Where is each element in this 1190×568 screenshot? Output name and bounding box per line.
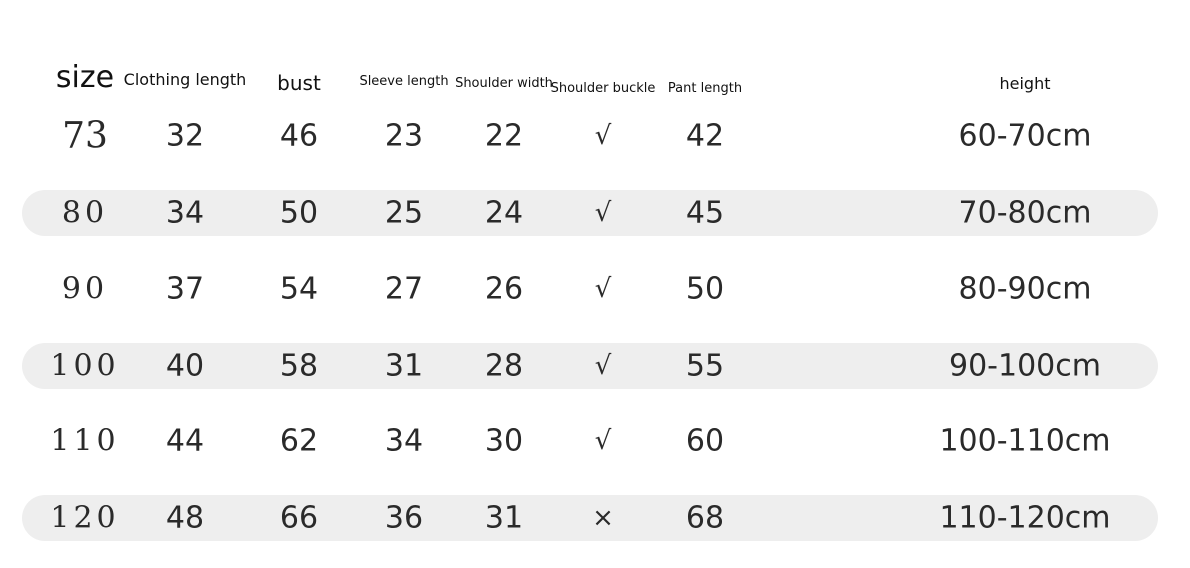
cell-shoulder-width: 22 — [484, 118, 524, 154]
header-clothing-length: Clothing length — [123, 70, 247, 90]
cell-shoulder-buckle: √ — [594, 426, 612, 456]
cell-bust: 50 — [279, 195, 319, 231]
cell-bust: 54 — [279, 271, 319, 307]
cell-pant-length: 45 — [685, 195, 725, 231]
cell-shoulder-buckle: √ — [594, 121, 612, 151]
cell-clothing-length: 40 — [165, 348, 205, 384]
cell-height: 70-80cm — [958, 195, 1092, 231]
header-shoulder-width: Shoulder width — [455, 76, 553, 92]
row-band — [22, 495, 1158, 541]
cell-shoulder-width: 26 — [484, 271, 524, 307]
cell-clothing-length: 48 — [165, 500, 205, 536]
header-height: height — [999, 74, 1051, 94]
cell-shoulder-width: 30 — [484, 423, 524, 459]
cell-shoulder-width: 24 — [484, 195, 524, 231]
cell-pant-length: 60 — [685, 423, 725, 459]
cell-sleeve-length: 25 — [384, 195, 424, 231]
cell-clothing-length: 37 — [165, 271, 205, 307]
row-band — [22, 343, 1158, 389]
cell-size: 73 — [62, 115, 108, 157]
header-size: size — [55, 60, 115, 95]
cell-bust: 58 — [279, 348, 319, 384]
cell-shoulder-buckle: √ — [594, 274, 612, 304]
cell-height: 80-90cm — [958, 271, 1092, 307]
cell-clothing-length: 32 — [165, 118, 205, 154]
header-pant-length: Pant length — [667, 81, 743, 97]
cell-height: 90-100cm — [949, 348, 1101, 384]
cell-clothing-length: 44 — [165, 423, 205, 459]
cell-size: 90 — [61, 271, 109, 307]
cell-shoulder-buckle: × — [592, 503, 614, 533]
cell-bust: 62 — [279, 423, 319, 459]
header-bust: bust — [277, 71, 321, 95]
cell-shoulder-width: 28 — [484, 348, 524, 384]
cell-height: 110-120cm — [939, 500, 1111, 536]
cell-sleeve-length: 34 — [384, 423, 424, 459]
cell-height: 60-70cm — [958, 118, 1092, 154]
cell-shoulder-buckle: √ — [594, 198, 612, 228]
cell-clothing-length: 34 — [165, 195, 205, 231]
cell-size: 120 — [50, 500, 120, 536]
cell-shoulder-buckle: √ — [594, 351, 612, 381]
header-sleeve-length: Sleeve length — [359, 74, 449, 90]
cell-shoulder-width: 31 — [484, 500, 524, 536]
cell-bust: 46 — [279, 118, 319, 154]
cell-pant-length: 55 — [685, 348, 725, 384]
cell-pant-length: 50 — [685, 271, 725, 307]
cell-sleeve-length: 27 — [384, 271, 424, 307]
cell-pant-length: 68 — [685, 500, 725, 536]
cell-pant-length: 42 — [685, 118, 725, 154]
cell-sleeve-length: 23 — [384, 118, 424, 154]
row-band — [22, 190, 1158, 236]
header-shoulder-buckle: Shoulder buckle — [550, 81, 656, 97]
cell-size: 80 — [61, 195, 109, 231]
cell-size: 100 — [50, 348, 120, 384]
cell-sleeve-length: 36 — [384, 500, 424, 536]
cell-sleeve-length: 31 — [384, 348, 424, 384]
cell-size: 110 — [50, 423, 120, 459]
cell-height: 100-110cm — [939, 423, 1111, 459]
cell-bust: 66 — [279, 500, 319, 536]
